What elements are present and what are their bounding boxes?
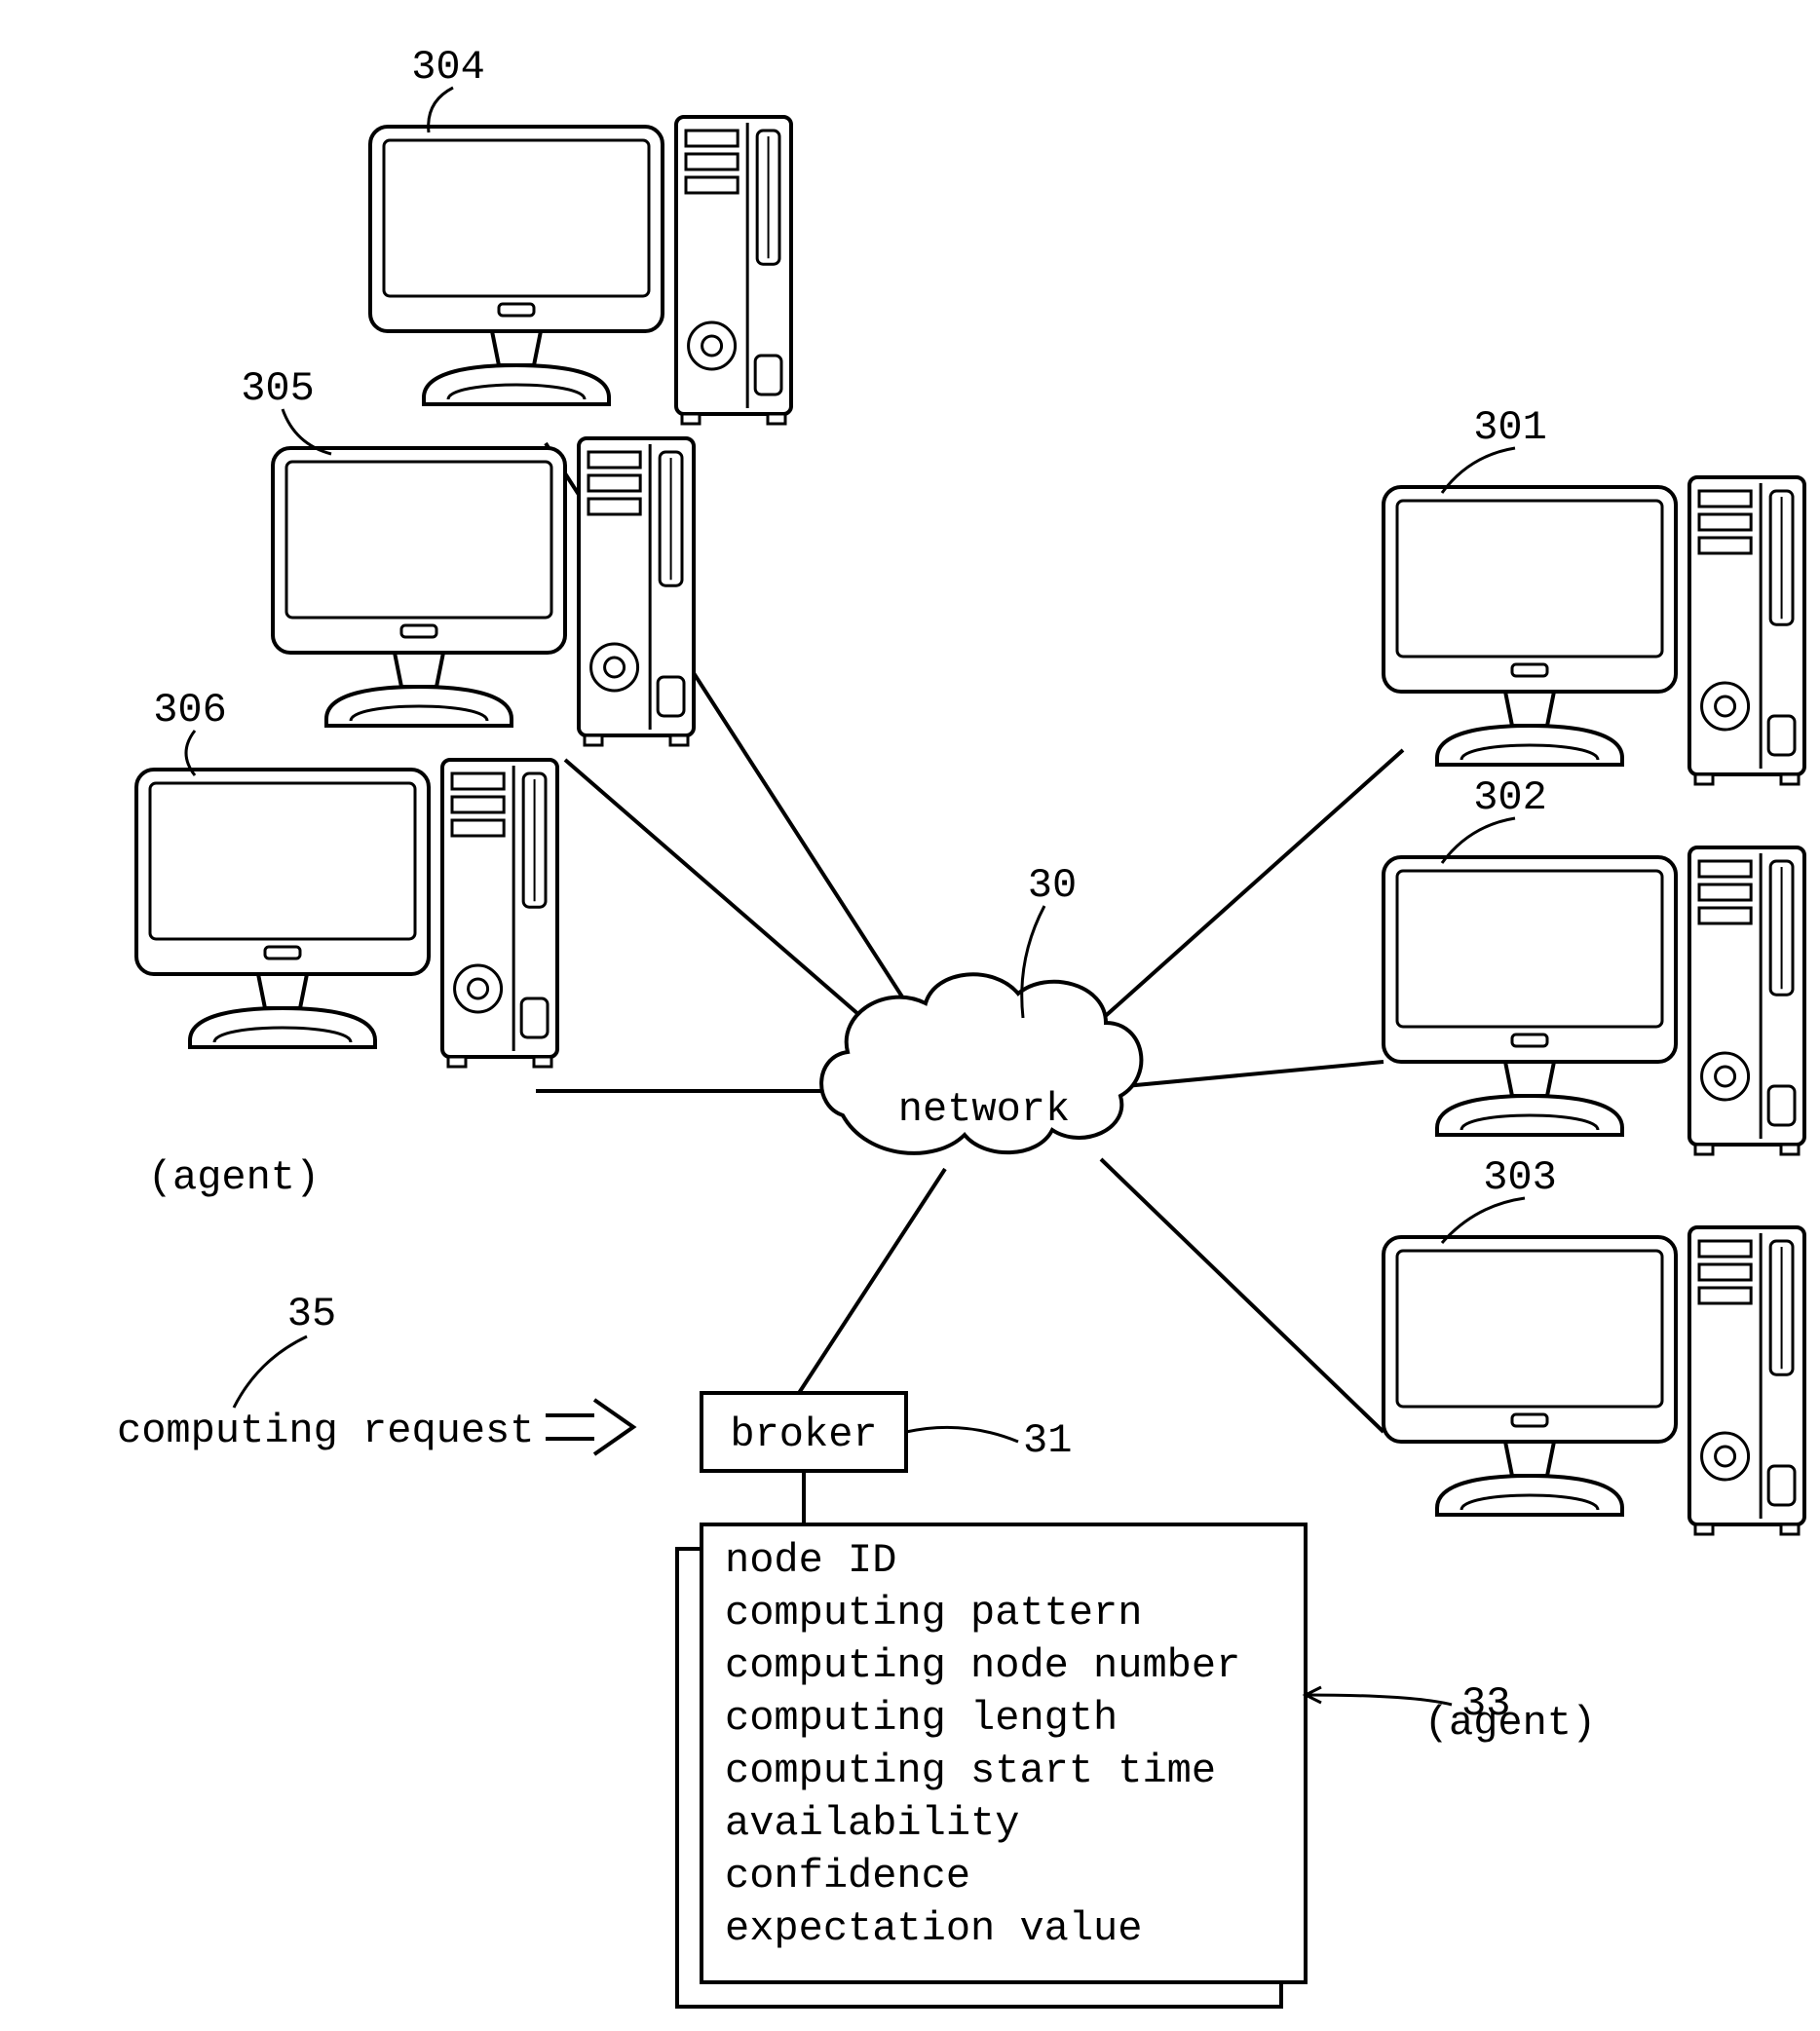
network-cloud: network [821, 974, 1141, 1153]
ref-306: 306 [153, 687, 227, 733]
attr-item: computing node number [725, 1642, 1240, 1689]
computer-node [370, 117, 791, 424]
computer-node [1384, 477, 1804, 784]
attr-item: availability [725, 1800, 1019, 1847]
attr-item: computing length [725, 1695, 1118, 1742]
attr-item: node ID [725, 1537, 896, 1584]
computer-node [136, 760, 557, 1067]
ref-302: 302 [1473, 774, 1547, 821]
broker-label: broker [730, 1411, 877, 1458]
computer-node [1384, 1227, 1804, 1534]
network-label: network [898, 1086, 1070, 1133]
ref-304: 304 [411, 44, 485, 91]
broker-box: broker [701, 1393, 906, 1471]
attr-item: computing pattern [725, 1590, 1142, 1636]
arrow-icon [546, 1400, 633, 1454]
ref-35: 35 [287, 1291, 336, 1337]
ref-30: 30 [1028, 862, 1077, 909]
ref-301: 301 [1473, 404, 1547, 451]
ref-303: 303 [1483, 1154, 1557, 1201]
attr-item: expectation value [725, 1905, 1142, 1952]
ref-305: 305 [241, 365, 315, 412]
computer-node [273, 438, 694, 745]
ref-31: 31 [1023, 1417, 1072, 1464]
node-attributes-box: node ID computing pattern computing node n… [677, 1524, 1306, 2007]
agent-label-left: (agent) [148, 1154, 320, 1201]
attr-item: confidence [725, 1853, 970, 1899]
ref-33: 33 [1461, 1680, 1510, 1727]
computing-request-label: computing request [117, 1408, 534, 1454]
attr-item: computing start time [725, 1748, 1216, 1794]
computer-node [1384, 847, 1804, 1154]
